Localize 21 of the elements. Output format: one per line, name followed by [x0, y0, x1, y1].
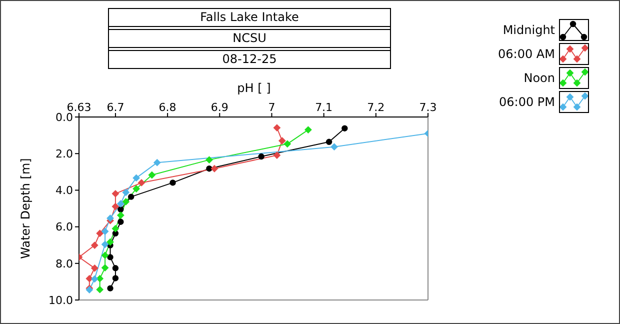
x-tick-label: 6.8: [158, 101, 176, 114]
y-tick-label: 8.0: [56, 257, 73, 270]
x-tick-label: 6.7: [106, 101, 124, 114]
y-tick-label: 10.0: [48, 294, 73, 307]
x-tick-label: 7.2: [367, 101, 385, 114]
text: 08-12-25: [109, 50, 390, 69]
y-tick-label: 6.0: [56, 220, 73, 234]
chart-subtitle: NCSU: [109, 29, 390, 48]
legend-label: Midnight: [502, 23, 556, 37]
legend-label: 06:00 AM: [497, 47, 556, 61]
legend-label: 06:00 PM: [498, 95, 556, 109]
x-tick-label: 7.3: [419, 101, 437, 114]
legend-label: Noon: [522, 71, 556, 85]
y-tick-label: 4.0: [56, 184, 73, 198]
y-axis-title: Water Depth [m]: [18, 158, 32, 259]
x-tick-label: 7: [268, 101, 276, 114]
x-axis-title: pH [ ]: [236, 81, 272, 95]
x-tick-label: 7.1: [315, 101, 333, 114]
chart-title: Falls Lake Intake: [109, 9, 390, 27]
x-tick-label: 6.9: [210, 101, 228, 114]
y-tick-label: 2.0: [56, 148, 73, 161]
